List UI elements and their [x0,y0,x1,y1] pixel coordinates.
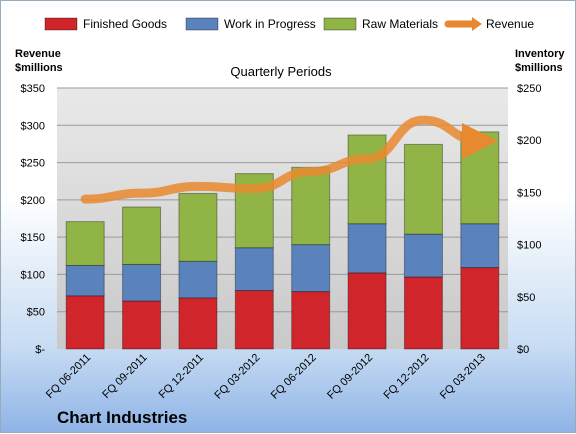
left-axis-title-line2: $millions [15,62,63,74]
left-axis-ticks: $- $50 $100 $150 $200 $250 $300 $350 [21,83,46,356]
legend-label: Work in Progress [224,17,316,31]
bar-work-in-progress [404,234,442,277]
legend-label: Raw Materials [362,17,438,31]
bar-work-in-progress [461,224,499,268]
bar-finished-goods [66,296,104,349]
chart-title: Quarterly Periods [230,64,332,79]
right-tick-label: $100 [517,240,541,252]
left-tick-label: $50 [27,307,45,319]
right-tick-label: $250 [517,83,541,95]
left-tick-label: $- [35,344,45,356]
company-name: Chart Industries [57,408,187,427]
bar-work-in-progress [123,264,161,301]
bar-work-in-progress [235,248,273,291]
legend-swatch-raw-materials [324,18,356,30]
legend-label: Finished Goods [83,17,167,31]
legend: Finished Goods Work in Progress Raw Materi… [45,17,534,31]
bar-raw-materials [123,207,161,264]
left-tick-label: $150 [21,232,45,244]
x-tick-label: FQ 12-2012 [382,352,432,402]
bar-finished-goods [404,277,442,349]
left-tick-label: $250 [21,158,45,170]
bar-finished-goods [235,291,273,349]
legend-swatch-finished-goods [45,18,77,30]
left-tick-label: $350 [21,83,45,95]
left-tick-label: $300 [21,120,45,132]
legend-label: Revenue [486,17,534,31]
bar-work-in-progress [179,261,217,298]
bar-raw-materials [461,132,499,224]
bar-work-in-progress [292,245,330,292]
legend-swatch-work-in-progress [186,18,218,30]
right-axis-title-line1: Inventory [515,48,565,60]
bar-finished-goods [348,273,386,349]
x-tick-label: FQ 06-2012 [269,352,319,402]
bar-raw-materials [179,193,217,261]
bar-finished-goods [292,292,330,349]
right-tick-label: $0 [517,344,529,356]
right-axis-ticks: $0 $50 $100 $150 $200 $250 [517,83,541,356]
x-tick-label: FQ 06-2011 [44,352,93,401]
left-tick-label: $200 [21,195,45,207]
legend-arrow-icon [472,17,482,31]
right-tick-label: $50 [517,292,535,304]
bar-raw-materials [66,222,104,266]
bar-finished-goods [123,301,161,349]
right-axis-title-line2: $millions [515,62,563,74]
x-tick-label: FQ 03-2013 [438,352,488,402]
bar-raw-materials [348,135,386,224]
right-tick-label: $200 [517,135,541,147]
bar-raw-materials [404,144,442,234]
x-tick-label: FQ 09-2011 [100,352,149,401]
left-tick-label: $100 [21,269,45,281]
left-axis-title-line1: Revenue [15,48,61,60]
right-tick-label: $150 [517,187,541,199]
x-tick-label: FQ 12-2011 [157,352,206,401]
bar-work-in-progress [66,265,104,295]
x-tick-label: FQ 03-2012 [212,352,262,402]
bar-work-in-progress [348,224,386,273]
bar-finished-goods [179,298,217,349]
x-tick-label: FQ 09-2012 [325,352,375,402]
bar-finished-goods [461,268,499,349]
bar-raw-materials [292,167,330,244]
